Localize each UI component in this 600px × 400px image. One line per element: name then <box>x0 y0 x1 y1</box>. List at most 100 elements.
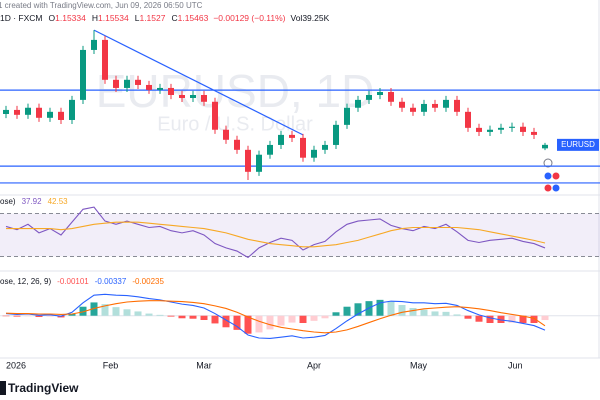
histogram-bar <box>222 315 230 328</box>
candle-body <box>223 129 229 140</box>
histogram-bar <box>123 309 131 316</box>
macd-legend: ose, 12, 26, 9) -0.00101 -0.00337 -0.00235 <box>0 277 164 286</box>
x-tick-label: 2026 <box>6 360 26 370</box>
candle-body <box>190 95 196 98</box>
rsi-legend: ose) 37.92 42.53 <box>0 197 68 206</box>
x-tick-label: Mar <box>196 360 212 370</box>
candle-body <box>69 99 75 120</box>
histogram-bar <box>112 307 120 316</box>
symbol-legend: 1D · FXCM O1.15334 H1.15534 L1.1527 C1.15463… <box>0 13 330 23</box>
macd-line <box>5 300 546 334</box>
candle-body <box>36 107 42 118</box>
histogram-bar <box>178 315 186 319</box>
event-icon <box>551 183 561 193</box>
histogram-bar <box>442 311 450 316</box>
change: −0.00129 (−0.11%) <box>213 13 285 23</box>
histogram-bar <box>13 315 21 317</box>
candle-body <box>388 92 394 102</box>
candle-body <box>509 126 515 128</box>
histogram-bar <box>409 308 417 316</box>
histogram-bar <box>189 315 197 319</box>
histogram-bar <box>24 315 32 317</box>
histogram-bar <box>288 315 296 323</box>
histogram-bar <box>486 315 494 323</box>
histogram-bar <box>431 311 439 316</box>
watermark-name: Euro / U.S. Dollar <box>157 113 313 135</box>
candle-body <box>245 149 251 172</box>
candle-body <box>410 107 416 112</box>
candle-body <box>344 107 350 125</box>
histogram-bar <box>387 301 395 316</box>
logo-icon <box>0 381 6 395</box>
indicator-value: 42.53 <box>48 197 69 206</box>
candle-body <box>47 111 53 118</box>
histogram-bar <box>134 311 142 316</box>
candle-body <box>498 127 504 130</box>
indicator-value: 37.92 <box>22 197 43 206</box>
histogram-bar <box>156 314 164 316</box>
ohlc-label: H <box>92 13 98 23</box>
histogram-bar <box>211 315 219 324</box>
histogram-bar <box>200 315 208 320</box>
candle-body <box>443 99 449 108</box>
candle-body <box>289 134 295 138</box>
ohlc-label: L <box>135 13 140 23</box>
event-icon <box>543 183 553 193</box>
indicator-title: ose, 12, 26, 9) <box>0 277 51 286</box>
histogram-bar <box>79 306 87 316</box>
volume: Vol39.25K <box>291 13 330 23</box>
histogram-bar <box>35 315 43 317</box>
histogram-bar <box>310 315 318 321</box>
symbol: 1D · FXCM <box>0 13 43 23</box>
logo: TradingView <box>8 381 79 395</box>
histogram-bar <box>167 315 175 317</box>
indicator-value: -0.00101 <box>57 277 89 286</box>
histogram-bar <box>233 315 241 330</box>
candle-body <box>58 111 64 120</box>
histogram-bar <box>398 305 406 316</box>
histogram-bar <box>464 315 472 319</box>
histogram-bar <box>255 315 263 333</box>
rsi-line <box>5 206 546 259</box>
histogram-bar <box>343 306 351 316</box>
candle-body <box>377 92 383 95</box>
candle-body <box>322 144 328 150</box>
candle-body <box>520 126 526 132</box>
candle-body <box>355 99 361 108</box>
candle-body <box>14 109 20 115</box>
candle-body <box>25 107 31 115</box>
histogram-bar <box>453 314 461 316</box>
candle-body <box>487 129 493 132</box>
histogram-bar <box>244 315 252 334</box>
histogram-bar <box>519 315 527 323</box>
indicator-value: -0.00235 <box>132 277 164 286</box>
candle-body <box>3 109 9 114</box>
caption: 1 created with TradingView.com, Jun 09, … <box>0 1 203 10</box>
price-label: EURUSD <box>561 140 595 149</box>
candle-body <box>300 137 306 158</box>
histogram-bar <box>508 315 516 323</box>
histogram-bar <box>68 314 76 316</box>
candle-body <box>531 131 537 135</box>
candle-body <box>212 101 218 130</box>
event-icon <box>551 171 561 181</box>
ohlc-value: 1.15534 <box>98 13 129 23</box>
candle-body <box>333 124 339 145</box>
histogram-bar <box>90 302 98 316</box>
candle-body <box>113 79 119 88</box>
histogram-bar <box>145 313 153 316</box>
watermark-symbol: EURUSD, 1D <box>96 65 375 117</box>
candle-body <box>102 39 108 80</box>
candle-body <box>399 101 405 108</box>
trend-line <box>93 29 304 136</box>
x-tick-label: Jun <box>508 360 523 370</box>
candle-body <box>201 95 207 102</box>
ohlc-value: 1.15334 <box>55 13 86 23</box>
histogram-bar <box>541 315 549 321</box>
histogram-bar <box>2 315 10 317</box>
indicator-title: ose) <box>0 197 16 206</box>
candle-body <box>124 79 130 88</box>
ohlc-value: 1.1527 <box>139 13 165 23</box>
